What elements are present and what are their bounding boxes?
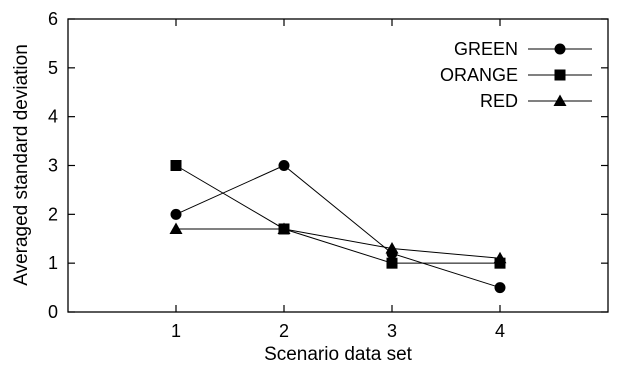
legend-marker-orange <box>554 69 566 81</box>
legend-label-orange: ORANGE <box>440 65 518 85</box>
legend-marker-green <box>554 43 566 55</box>
series-line-red <box>176 228 501 259</box>
series-line-orange <box>175 165 500 264</box>
x-tick-label-1: 1 <box>171 321 181 341</box>
series-orange <box>170 160 506 269</box>
x-axis-title: Scenario data set <box>264 344 413 365</box>
y-tick-label-5: 5 <box>48 58 58 78</box>
data-point-green-4 <box>494 282 506 294</box>
x-tick-label-4: 4 <box>495 321 505 341</box>
series-layer <box>169 160 507 294</box>
x-tick-label-2: 2 <box>279 321 289 341</box>
y-axis: 0 1 2 3 4 5 6 <box>48 9 608 322</box>
legend-label-red: RED <box>480 91 518 111</box>
y-tick-label-4: 4 <box>48 107 58 127</box>
series-line-green <box>175 164 501 289</box>
x-tick-label-3: 3 <box>387 321 397 341</box>
legend: GREEN ORANGE RED <box>440 39 592 111</box>
legend-label-green: GREEN <box>454 39 518 59</box>
legend-marker-red <box>553 94 567 106</box>
series-red <box>169 222 507 264</box>
x-axis: 1 2 3 4 <box>171 19 505 341</box>
y-tick-label-2: 2 <box>48 204 58 224</box>
y-axis-title: Averaged standard deviation <box>11 44 32 286</box>
data-point-green-2 <box>278 160 290 171</box>
series-green <box>170 160 506 294</box>
data-point-red-2 <box>277 222 291 234</box>
plot-frame <box>67 18 609 313</box>
y-tick-label-0: 0 <box>48 302 58 322</box>
data-point-red-4 <box>493 251 507 264</box>
data-point-red-1 <box>169 222 183 234</box>
y-tick-label-3: 3 <box>48 156 58 176</box>
data-point-orange-1 <box>170 160 182 171</box>
data-point-green-1 <box>170 208 182 220</box>
data-point-orange-3 <box>386 257 398 269</box>
y-tick-label-6: 6 <box>48 9 58 29</box>
data-point-red-3 <box>385 242 399 254</box>
y-tick-label-1: 1 <box>48 253 58 273</box>
